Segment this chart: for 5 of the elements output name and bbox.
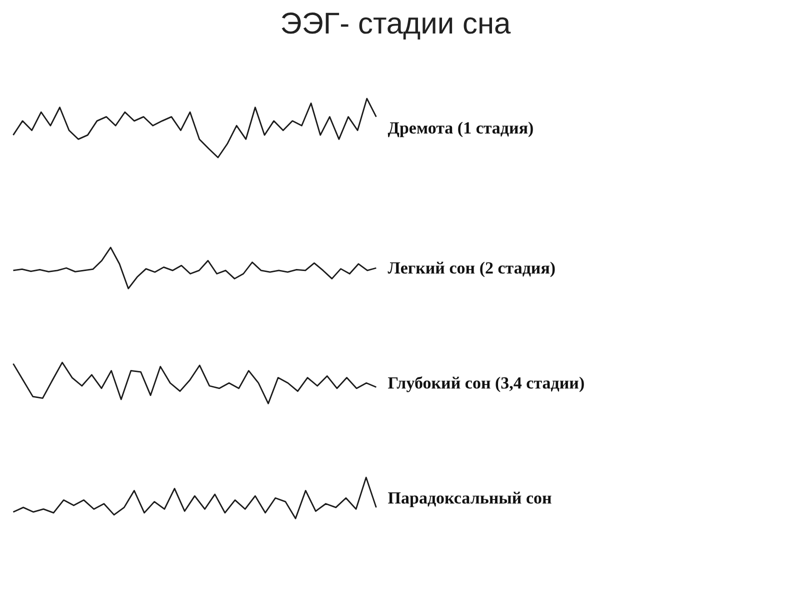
series-label: Глубокий сон (3,4 стадии) [388,374,585,392]
series-label: Дремота (1 стадия) [388,118,534,138]
series-label: Парадоксальный сон [388,488,552,508]
chart-title: ЭЭГ- стадии сна [280,8,512,40]
series-label: Легкий сон (2 стадия) [388,258,556,278]
